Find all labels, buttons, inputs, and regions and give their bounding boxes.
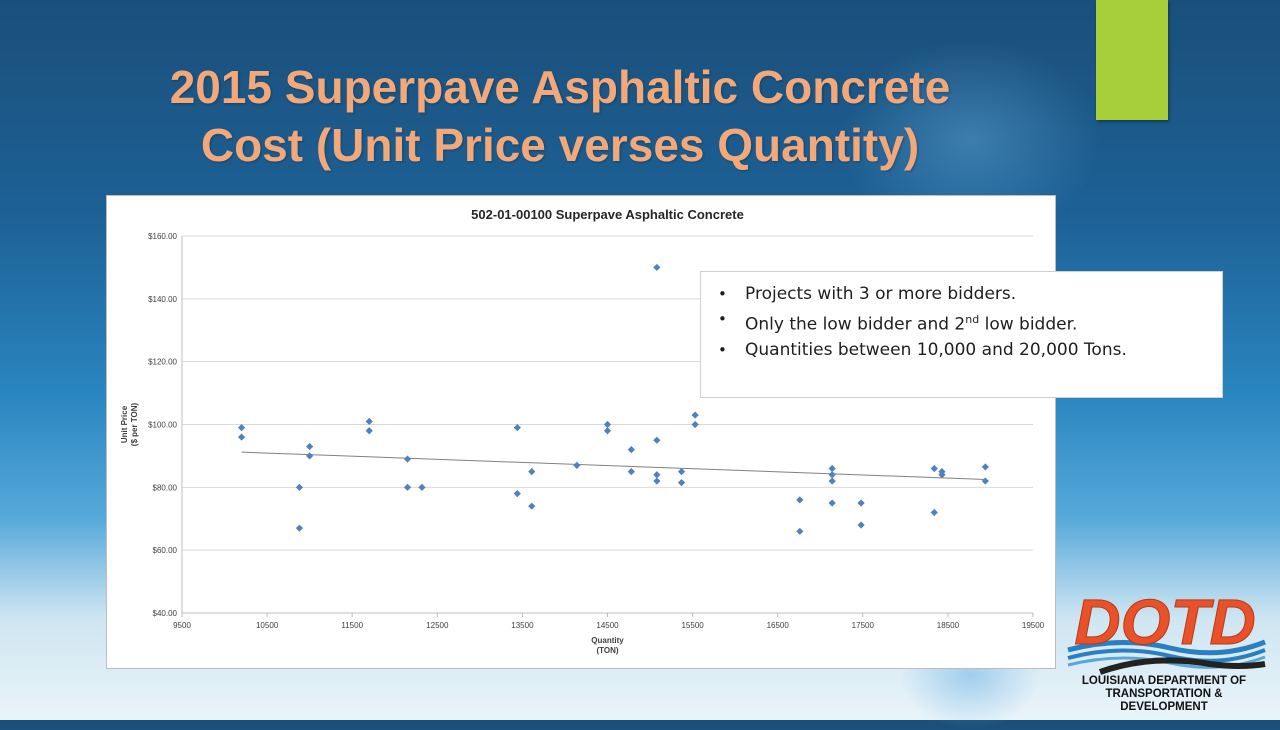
data-point xyxy=(857,499,865,507)
data-point xyxy=(828,471,836,479)
criteria-text: Quantities between 10,000 and 20,000 Ton… xyxy=(745,339,1127,360)
criteria-item: Quantities between 10,000 and 20,000 Ton… xyxy=(718,338,1210,363)
data-point xyxy=(981,477,989,485)
trendline xyxy=(241,451,987,480)
y-tick-label: $100.00 xyxy=(148,421,177,430)
slide-title-line: 2015 Superpave Asphaltic Concrete xyxy=(169,61,951,113)
chart-title: 502-01-00100 Superpave Asphaltic Concret… xyxy=(471,207,744,222)
x-tick-label: 13500 xyxy=(511,621,534,630)
data-point xyxy=(828,499,836,507)
data-point xyxy=(365,417,373,425)
logo-caption-line: LOUISIANA DEPARTMENT OF xyxy=(1081,675,1247,687)
data-point xyxy=(796,527,804,535)
data-point xyxy=(627,446,635,454)
criteria-callout: Projects with 3 or more bidders. Only th… xyxy=(700,271,1223,398)
data-point xyxy=(653,471,661,479)
data-point xyxy=(603,427,612,435)
data-point xyxy=(403,455,412,463)
logo-caption-line: TRANSPORTATION & DEVELOPMENT xyxy=(1105,688,1223,713)
slide-title-line: Cost (Unit Price verses Quantity) xyxy=(200,119,920,171)
data-point xyxy=(306,442,314,451)
y-tick-label: $160.00 xyxy=(148,232,177,241)
y-tick-label: $140.00 xyxy=(148,295,177,304)
data-point xyxy=(573,461,581,469)
data-point xyxy=(653,263,661,272)
data-point xyxy=(295,483,304,491)
data-point xyxy=(603,420,612,429)
data-point xyxy=(418,483,426,491)
data-point xyxy=(237,433,246,441)
criteria-item: Projects with 3 or more bidders. xyxy=(718,282,1210,307)
data-point xyxy=(627,468,635,476)
criteria-text: low bidder. xyxy=(979,314,1078,335)
data-point xyxy=(306,452,314,460)
data-point xyxy=(981,463,989,471)
data-point xyxy=(828,477,836,485)
x-tick-label: 16500 xyxy=(767,621,790,630)
y-tick-label: $80.00 xyxy=(153,483,178,492)
x-tick-label: 10500 xyxy=(256,621,279,630)
data-point xyxy=(930,464,938,473)
data-point xyxy=(691,420,699,429)
data-point xyxy=(295,524,304,532)
slide-title: 2015 Superpave Asphaltic Concrete Cost (… xyxy=(60,58,1060,174)
criteria-text: Only the low bidder and 2 xyxy=(745,314,966,335)
data-point xyxy=(653,477,661,485)
x-tick-label: 11500 xyxy=(341,621,363,630)
scatter-chart: 502-01-00100 Superpave Asphaltic Concret… xyxy=(106,195,1056,669)
logo-wordmark: DOTD xyxy=(1074,588,1255,658)
chart-canvas: 502-01-00100 Superpave Asphaltic Concret… xyxy=(120,207,1045,655)
data-point xyxy=(653,436,661,444)
data-point xyxy=(677,468,686,476)
data-point xyxy=(691,411,699,419)
x-tick-label: 17500 xyxy=(852,621,875,630)
dotd-logo: DOTD xyxy=(1067,588,1266,675)
x-tick-label: 19500 xyxy=(1022,621,1045,630)
data-point xyxy=(938,471,946,479)
criteria-list: Projects with 3 or more bidders. Only th… xyxy=(701,272,1222,363)
data-point xyxy=(528,502,536,510)
y-tick-label: $40.00 xyxy=(153,609,178,618)
criteria-superscript: nd xyxy=(965,313,980,326)
data-point xyxy=(796,496,804,504)
criteria-item: Only the low bidder and 2nd low bidder. xyxy=(718,307,1210,338)
logo-caption: LOUISIANA DEPARTMENT OF TRANSPORTATION &… xyxy=(1066,675,1262,714)
x-tick-label: 14500 xyxy=(596,621,619,630)
y-axis-title: ($ per TON) xyxy=(130,402,139,446)
criteria-text: Projects with 3 or more bidders. xyxy=(745,284,1017,304)
x-axis-title: (TON) xyxy=(596,646,618,655)
y-tick-label: $60.00 xyxy=(153,546,178,555)
data-point xyxy=(365,427,373,435)
data-point xyxy=(930,508,938,517)
data-point xyxy=(237,424,246,432)
data-point xyxy=(828,464,836,473)
x-tick-label: 12500 xyxy=(426,621,449,630)
y-axis-title: Unit Price xyxy=(120,405,129,443)
data-point xyxy=(513,490,521,498)
data-point xyxy=(528,468,536,476)
x-tick-label: 18500 xyxy=(937,621,960,630)
accent-bar xyxy=(1096,0,1168,120)
y-tick-label: $120.00 xyxy=(148,358,177,367)
data-point xyxy=(513,424,521,432)
x-axis-title: Quantity xyxy=(591,636,624,645)
x-tick-label: 9500 xyxy=(173,621,191,630)
x-tick-label: 15500 xyxy=(681,621,704,630)
data-point xyxy=(857,521,865,529)
wave-icon xyxy=(1067,639,1266,675)
data-point xyxy=(677,479,686,487)
data-point xyxy=(403,483,412,491)
